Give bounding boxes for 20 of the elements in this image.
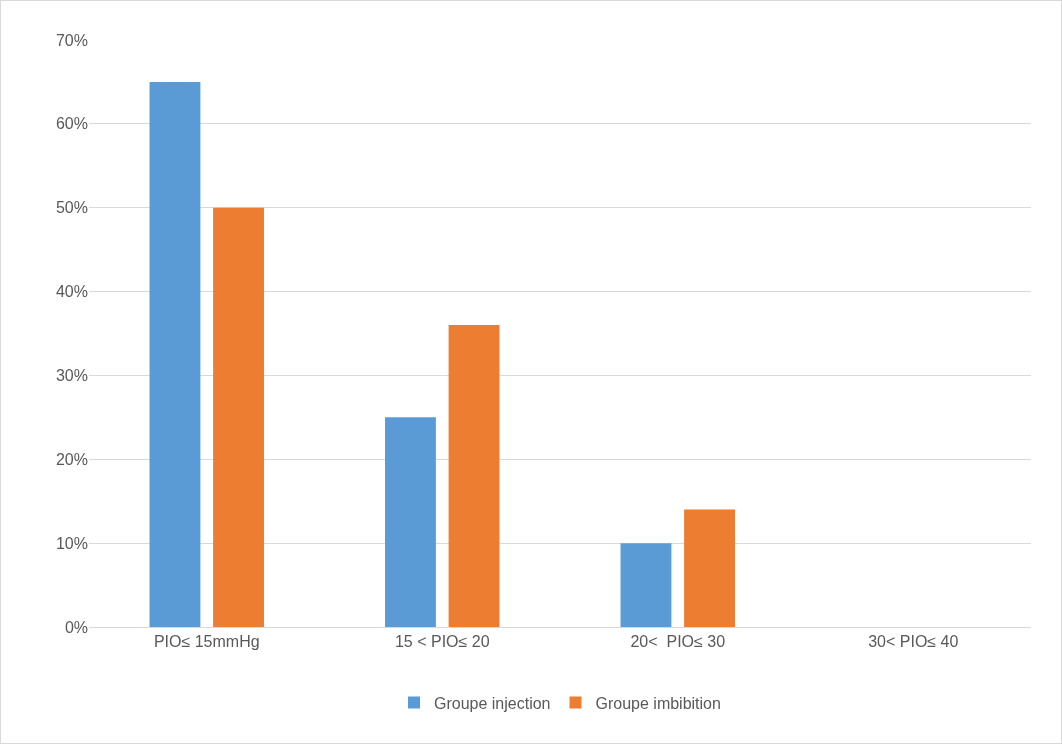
y-tick-label: 30% [55,367,88,385]
bar [684,509,735,627]
y-tick-label: 50% [55,199,88,217]
y-tick-label: 20% [55,450,88,468]
y-tick-label: 0% [64,618,88,636]
x-tick-label: PIO≤ 15mmHg [153,633,260,651]
bar [448,325,500,627]
y-tick-label: 70% [55,31,88,49]
bar [620,543,672,627]
bar [213,207,264,627]
bar [149,81,201,627]
y-tick-label: 40% [55,283,88,301]
y-tick-label: 10% [55,534,88,552]
y-tick-label: 60% [55,115,88,133]
x-tick-label: 20< PIO≤ 30 [630,633,726,651]
legend-label: Groupe injection [434,694,551,712]
x-tick-label: 15 < PIO≤ 20 [394,633,490,651]
legend-label: Groupe imbibition [595,694,721,712]
x-tick-label: 30< PIO≤ 40 [868,633,959,651]
bar [385,417,436,627]
